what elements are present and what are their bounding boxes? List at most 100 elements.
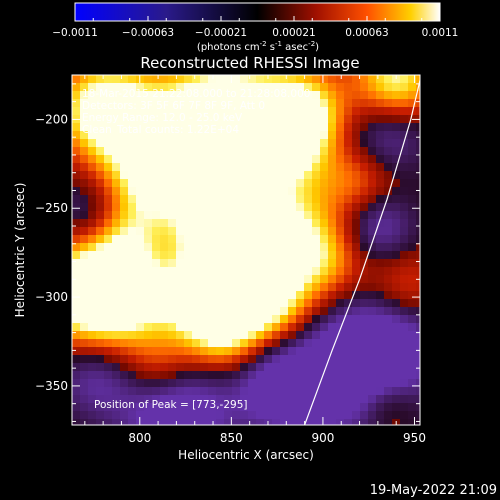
- intensity-cell: [224, 283, 233, 292]
- intensity-cell: [128, 371, 137, 380]
- intensity-cell: [416, 347, 420, 356]
- intensity-cell: [184, 203, 193, 212]
- intensity-cell: [400, 259, 409, 268]
- intensity-cell: [128, 227, 137, 236]
- intensity-cell: [304, 179, 313, 188]
- intensity-cell: [200, 107, 209, 116]
- plot-axes: 800 850 900 950−200−250−300−350: [35, 75, 426, 445]
- intensity-cell: [176, 147, 185, 156]
- intensity-cell: [344, 83, 353, 92]
- intensity-cell: [168, 299, 177, 308]
- intensity-cell: [296, 235, 305, 244]
- intensity-cell: [128, 363, 137, 372]
- intensity-cell: [232, 107, 241, 116]
- intensity-cell: [376, 75, 385, 84]
- intensity-cell: [152, 147, 161, 156]
- intensity-cell: [288, 387, 297, 396]
- intensity-cell: [248, 411, 257, 420]
- intensity-cell: [296, 323, 305, 332]
- intensity-cell: [168, 227, 177, 236]
- intensity-cell: [80, 211, 89, 220]
- intensity-cell: [304, 371, 313, 380]
- intensity-cell: [352, 147, 361, 156]
- intensity-cell: [176, 139, 185, 148]
- intensity-cell: [152, 395, 161, 404]
- intensity-cell: [384, 195, 393, 204]
- intensity-cell: [392, 299, 401, 308]
- intensity-cell: [176, 75, 185, 84]
- intensity-cell: [408, 283, 417, 292]
- intensity-cell: [400, 155, 409, 164]
- intensity-cell: [256, 251, 265, 260]
- intensity-cell: [376, 419, 385, 425]
- intensity-cell: [232, 347, 241, 356]
- intensity-cell: [176, 123, 185, 132]
- intensity-cell: [120, 291, 129, 300]
- intensity-cell: [344, 155, 353, 164]
- intensity-cell: [208, 339, 217, 348]
- intensity-cell: [264, 283, 273, 292]
- intensity-cell: [104, 299, 113, 308]
- intensity-cell: [120, 387, 129, 396]
- intensity-cell: [232, 307, 241, 316]
- intensity-cell: [208, 131, 217, 140]
- intensity-cell: [152, 363, 161, 372]
- intensity-cell: [328, 355, 337, 364]
- intensity-cell: [200, 219, 209, 228]
- intensity-cell: [88, 403, 97, 412]
- intensity-cell: [96, 115, 105, 124]
- intensity-cell: [144, 179, 153, 188]
- intensity-cell: [368, 203, 377, 212]
- intensity-cell: [264, 123, 273, 132]
- intensity-cell: [384, 331, 393, 340]
- intensity-cell: [120, 243, 129, 252]
- intensity-cell: [88, 307, 97, 316]
- intensity-cell: [168, 347, 177, 356]
- intensity-cell: [320, 203, 329, 212]
- intensity-cell: [264, 323, 273, 332]
- intensity-cell: [416, 339, 420, 348]
- intensity-cell: [232, 419, 241, 425]
- intensity-cell: [376, 139, 385, 148]
- intensity-cell: [232, 315, 241, 324]
- intensity-cell: [320, 115, 329, 124]
- intensity-cell: [368, 283, 377, 292]
- intensity-cell: [80, 331, 89, 340]
- intensity-cell: [104, 203, 113, 212]
- intensity-cell: [368, 139, 377, 148]
- intensity-cell: [80, 107, 89, 116]
- intensity-cell: [256, 155, 265, 164]
- intensity-cell: [352, 123, 361, 132]
- intensity-cell: [368, 395, 377, 404]
- intensity-cell: [248, 235, 257, 244]
- intensity-cell: [336, 315, 345, 324]
- intensity-cell: [88, 371, 97, 380]
- intensity-cell: [152, 219, 161, 228]
- intensity-cell: [104, 411, 113, 420]
- intensity-cell: [96, 211, 105, 220]
- intensity-cell: [72, 371, 81, 380]
- intensity-cell: [408, 219, 417, 228]
- intensity-cell: [232, 267, 241, 276]
- intensity-cell: [176, 331, 185, 340]
- intensity-cell: [120, 275, 129, 284]
- intensity-cell: [160, 355, 169, 364]
- intensity-cell: [352, 211, 361, 220]
- intensity-cell: [104, 195, 113, 204]
- intensity-cell: [336, 395, 345, 404]
- intensity-cell: [376, 347, 385, 356]
- intensity-cell: [208, 283, 217, 292]
- intensity-cell: [296, 203, 305, 212]
- intensity-cell: [392, 219, 401, 228]
- intensity-cell: [352, 339, 361, 348]
- intensity-cell: [240, 171, 249, 180]
- intensity-cell: [136, 139, 145, 148]
- intensity-cell: [416, 155, 420, 164]
- intensity-cell: [272, 251, 281, 260]
- intensity-cell: [336, 171, 345, 180]
- annotation-energy-range: Energy Range: 12.0 - 25.0 keV: [82, 112, 243, 124]
- intensity-cell: [184, 275, 193, 284]
- intensity-cell: [112, 91, 121, 100]
- intensity-cell: [408, 299, 417, 308]
- colorbar-tick-label: 0.00063: [345, 27, 388, 39]
